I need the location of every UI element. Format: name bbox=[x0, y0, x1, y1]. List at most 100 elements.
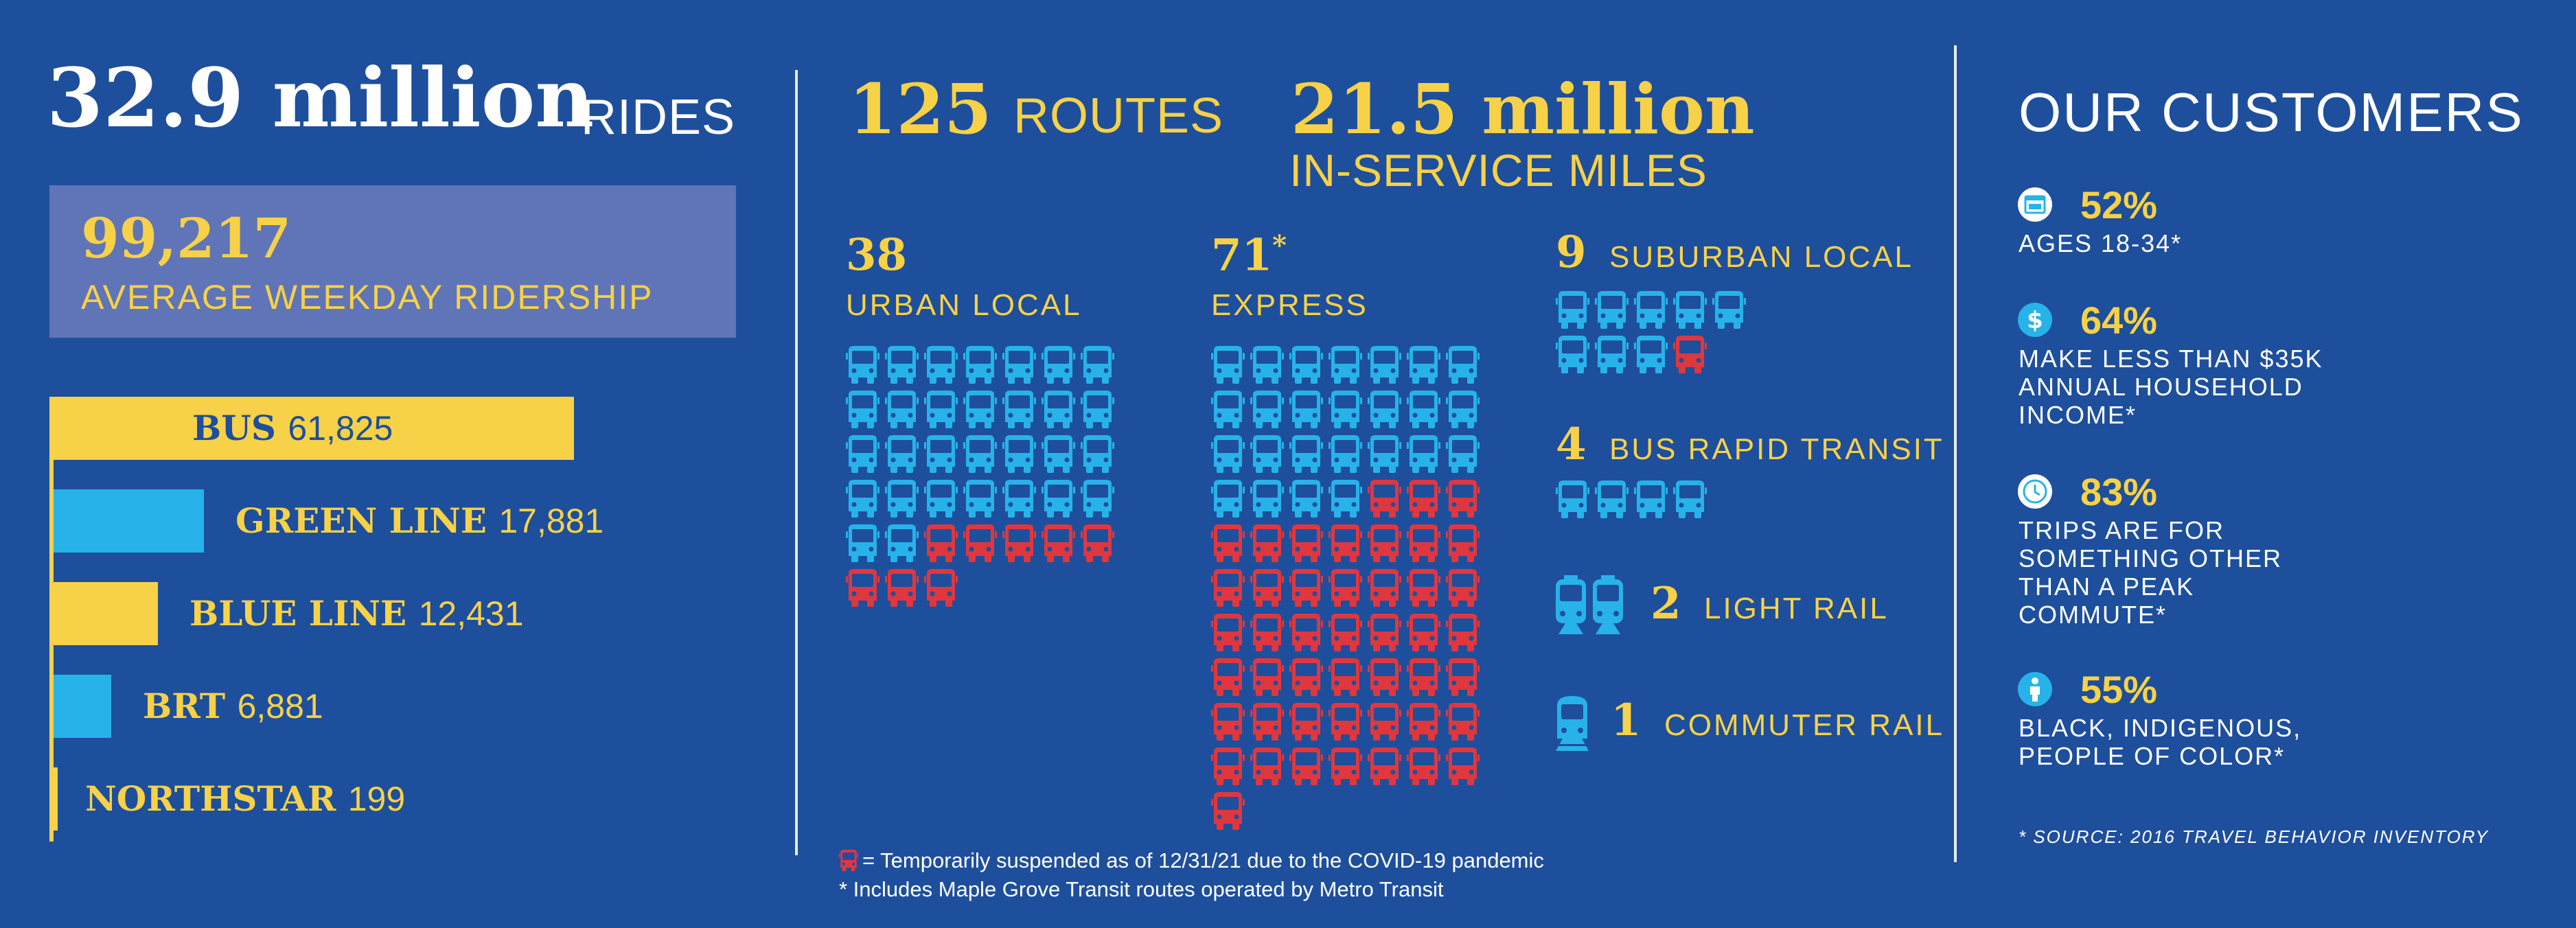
active-bus-icon bbox=[1211, 435, 1245, 473]
miles-value: 21.5 million bbox=[1291, 69, 1755, 150]
customer-stat-text: TRIPS ARE FOR SOMETHING OTHER THAN A PEA… bbox=[2019, 516, 2283, 629]
suspended-bus-icon bbox=[1407, 747, 1440, 785]
ridership-bar-label-4: NORTHSTAR 199 bbox=[85, 767, 405, 831]
ridership-bar-2 bbox=[54, 582, 158, 645]
ridership-bar-value: 61,825 bbox=[288, 409, 393, 448]
suspended-bus-icon bbox=[1211, 658, 1245, 696]
suspended-bus-icon bbox=[1250, 747, 1284, 785]
weekday-ridership-value: 99,217 bbox=[81, 206, 292, 270]
active-bus-icon bbox=[924, 346, 958, 384]
active-bus-icon bbox=[1634, 291, 1668, 329]
active-bus-icon bbox=[846, 346, 879, 384]
customers-title: OUR CUSTOMERS bbox=[2019, 82, 2524, 143]
suspended-bus-icon bbox=[1211, 524, 1245, 562]
active-bus-icon bbox=[846, 391, 879, 428]
brt-label: BUS RAPID TRANSIT bbox=[1609, 432, 1944, 466]
active-bus-icon bbox=[1556, 480, 1589, 518]
suspended-bus-icon bbox=[1211, 614, 1245, 651]
suspended-bus-icon bbox=[1329, 569, 1362, 607]
suspended-bus-icon bbox=[1250, 703, 1284, 741]
suspended-bus-icon bbox=[1250, 614, 1284, 651]
active-bus-icon bbox=[1368, 346, 1401, 384]
suspended-bus-icon bbox=[1407, 480, 1440, 518]
active-bus-icon bbox=[1407, 391, 1440, 428]
ridership-bar-value: 6,881 bbox=[237, 687, 323, 726]
suspended-bus-icon bbox=[924, 569, 958, 607]
active-bus-icon bbox=[963, 391, 997, 428]
calendar-icon bbox=[2018, 187, 2052, 222]
suspended-bus-icon bbox=[1081, 524, 1114, 562]
active-bus-icon bbox=[1673, 291, 1707, 329]
active-bus-icon bbox=[885, 346, 919, 384]
active-bus-icon bbox=[1002, 391, 1036, 428]
divider-left bbox=[795, 70, 798, 855]
active-bus-icon bbox=[1368, 435, 1401, 473]
active-bus-icon bbox=[1250, 391, 1284, 428]
total-rides-value: 32.9 million bbox=[47, 50, 595, 146]
suspended-bus-icon bbox=[1329, 524, 1362, 562]
active-bus-icon bbox=[1211, 391, 1245, 428]
active-bus-icon bbox=[963, 480, 997, 518]
suspended-bus-icon bbox=[1368, 747, 1401, 785]
active-bus-icon bbox=[885, 435, 919, 473]
suspended-bus-icon bbox=[1211, 703, 1245, 741]
suspended-bus-icon bbox=[1289, 658, 1323, 696]
active-bus-icon bbox=[1002, 346, 1036, 384]
express-value: 71* bbox=[1211, 229, 1287, 281]
ridership-bar-value: 199 bbox=[347, 780, 406, 818]
active-bus-icon bbox=[1250, 480, 1284, 518]
suspended-bus-icon bbox=[1446, 614, 1480, 651]
active-bus-icon bbox=[885, 480, 919, 518]
active-bus-icon bbox=[1446, 346, 1480, 384]
suspended-bus-icon bbox=[885, 569, 919, 607]
weekday-ridership-label: AVERAGE WEEKDAY RIDERSHIP bbox=[81, 278, 654, 316]
active-bus-icon bbox=[1042, 346, 1075, 384]
light-rail-label: LIGHT RAIL bbox=[1703, 592, 1889, 625]
commuter-rail-heading: 1 COMMUTER RAIL bbox=[1611, 695, 1944, 746]
active-bus-icon bbox=[1002, 480, 1036, 518]
total-rides-label: RIDES bbox=[581, 90, 736, 145]
brt-bus-grid bbox=[1556, 480, 1712, 529]
active-bus-icon bbox=[1250, 435, 1284, 473]
suspended-bus-icon bbox=[1446, 480, 1480, 518]
suspended-bus-icon bbox=[1446, 658, 1480, 696]
suspended-bus-icon bbox=[1211, 569, 1245, 607]
suspended-bus-icon bbox=[1407, 569, 1440, 607]
ridership-bar-3 bbox=[54, 675, 111, 738]
bus-grid-svg bbox=[1556, 291, 1746, 373]
suspended-bus-icon bbox=[1368, 658, 1401, 696]
light-rail-heading: 2 LIGHT RAIL bbox=[1651, 578, 1889, 629]
active-bus-icon bbox=[1211, 346, 1245, 384]
miles-label: IN-SERVICE MILES bbox=[1289, 145, 1707, 196]
suspended-bus-icon bbox=[846, 569, 879, 607]
active-bus-icon bbox=[1329, 346, 1362, 384]
suspended-bus-legend-icon bbox=[839, 850, 858, 872]
ridership-bar-label-2: BLUE LINE 12,431 bbox=[189, 582, 524, 645]
active-bus-icon bbox=[1595, 291, 1629, 329]
suspended-bus-icon bbox=[1289, 747, 1323, 785]
suburban-local-bus-grid bbox=[1556, 291, 1751, 384]
customer-stat-text: AGES 18-34* bbox=[2019, 229, 2183, 257]
active-bus-icon bbox=[1446, 435, 1480, 473]
customer-stat-percent: 64% bbox=[2080, 299, 2158, 342]
brt-heading: 4 BUS RAPID TRANSIT bbox=[1556, 419, 1944, 470]
suburban-local-label: SUBURBAN LOCAL bbox=[1609, 240, 1913, 274]
ridership-bar-value: 17,881 bbox=[498, 502, 604, 540]
active-bus-icon bbox=[1329, 435, 1362, 473]
ridership-bar-name: BRT bbox=[143, 686, 238, 726]
suspended-bus-icon bbox=[1407, 703, 1440, 741]
suspended-bus-icon bbox=[1329, 614, 1362, 651]
light-rail-value: 2 bbox=[1651, 578, 1683, 629]
suspended-bus-icon bbox=[1289, 703, 1323, 741]
ridership-bar-4 bbox=[54, 767, 58, 831]
suspended-bus-icon bbox=[1407, 658, 1440, 696]
bus-grid-svg bbox=[1211, 346, 1480, 830]
suspended-bus-icon bbox=[1368, 569, 1401, 607]
active-bus-icon bbox=[1329, 480, 1362, 518]
suspended-bus-icon bbox=[1002, 524, 1036, 562]
suspended-bus-icon bbox=[1211, 747, 1245, 785]
active-bus-icon bbox=[1556, 336, 1589, 373]
footnote-suspended: = Temporarily suspended as of 12/31/21 d… bbox=[862, 848, 1544, 872]
ridership-bar-name: BUS bbox=[192, 408, 288, 448]
suspended-bus-icon bbox=[1407, 524, 1440, 562]
